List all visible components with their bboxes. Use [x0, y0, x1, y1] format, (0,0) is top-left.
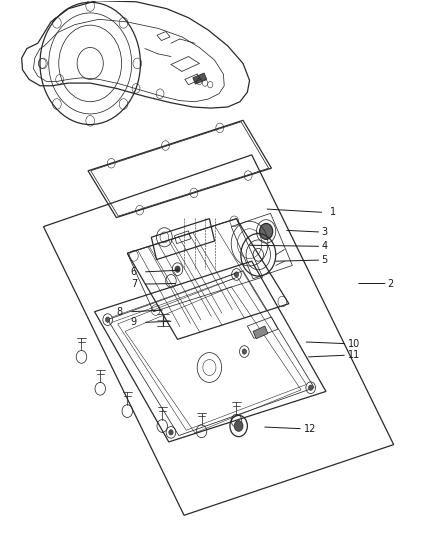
Circle shape — [234, 272, 239, 277]
Text: 3: 3 — [321, 227, 328, 237]
Circle shape — [234, 421, 243, 431]
Text: 9: 9 — [131, 317, 137, 327]
Text: 2: 2 — [387, 279, 393, 288]
Polygon shape — [253, 326, 268, 339]
Circle shape — [175, 266, 180, 272]
Text: 1: 1 — [330, 207, 336, 217]
Text: 10: 10 — [348, 338, 360, 349]
Circle shape — [260, 223, 273, 239]
Text: 6: 6 — [131, 267, 137, 277]
Text: 11: 11 — [348, 350, 360, 360]
Text: 4: 4 — [321, 241, 328, 251]
Circle shape — [106, 317, 110, 322]
Text: 5: 5 — [321, 255, 328, 265]
Polygon shape — [193, 73, 207, 84]
Text: 12: 12 — [304, 424, 317, 434]
Text: 8: 8 — [117, 306, 123, 317]
Text: 7: 7 — [131, 279, 137, 289]
Circle shape — [242, 349, 247, 354]
Circle shape — [169, 430, 173, 435]
Circle shape — [308, 385, 313, 390]
